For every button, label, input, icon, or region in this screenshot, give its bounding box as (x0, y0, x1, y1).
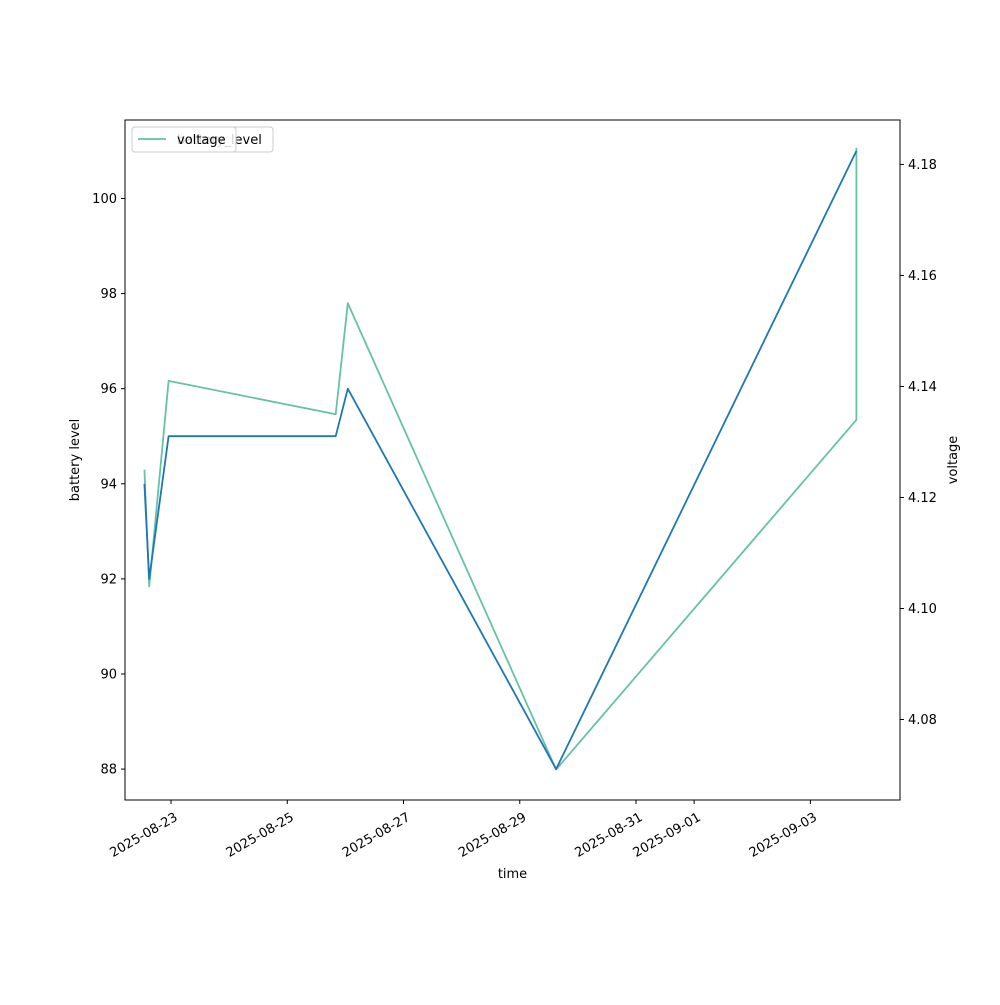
y-axis-left-label: battery level (68, 419, 83, 502)
series-line-battery-level (144, 151, 856, 769)
x-axis: 2025-08-23 2025-08-25 2025-08-27 2025-08-29… (107, 800, 819, 861)
x-tick-label: 2025-08-23 (107, 810, 180, 861)
y-right-tick-label: 4.16 (908, 269, 937, 284)
y-right-tick-label: 4.10 (908, 602, 937, 617)
y-left-tick-label: 92 (100, 572, 117, 587)
y-left-tick-label: 96 (100, 382, 117, 397)
lines-layer (144, 148, 856, 770)
y-right-tick-label: 4.14 (908, 380, 937, 395)
x-tick-label: 2025-08-25 (224, 810, 297, 861)
series-voltage (144, 148, 856, 770)
y-left-tick-label: 90 (100, 667, 117, 682)
x-tick-label: 2025-09-03 (747, 810, 820, 861)
y-left-tick-label: 94 (100, 477, 117, 492)
y-left-tick-label: 88 (100, 763, 117, 778)
y-axis-right-label: voltage (946, 436, 961, 485)
y-left-tick-label: 98 (100, 287, 117, 302)
y-right-tick-label: 4.18 (908, 158, 937, 173)
y-left-tick-label: 100 (92, 192, 117, 207)
plot-area-frame (125, 120, 900, 800)
y-right-tick-label: 4.08 (908, 713, 937, 728)
legend-label: voltage (177, 133, 226, 148)
y-axis-left: 88 90 92 94 96 98 100 (92, 192, 125, 778)
x-axis-label: time (498, 867, 527, 882)
y-axis-right: 4.08 4.10 4.12 4.14 4.16 4.18 (900, 158, 937, 728)
series-battery-level (144, 151, 856, 769)
series-line-voltage (144, 148, 856, 770)
x-tick-label: 2025-08-29 (456, 810, 529, 861)
y-right-tick-label: 4.12 (908, 491, 937, 506)
legend-entry-voltage: voltage (132, 127, 236, 152)
x-tick-label: 2025-08-27 (340, 810, 413, 861)
